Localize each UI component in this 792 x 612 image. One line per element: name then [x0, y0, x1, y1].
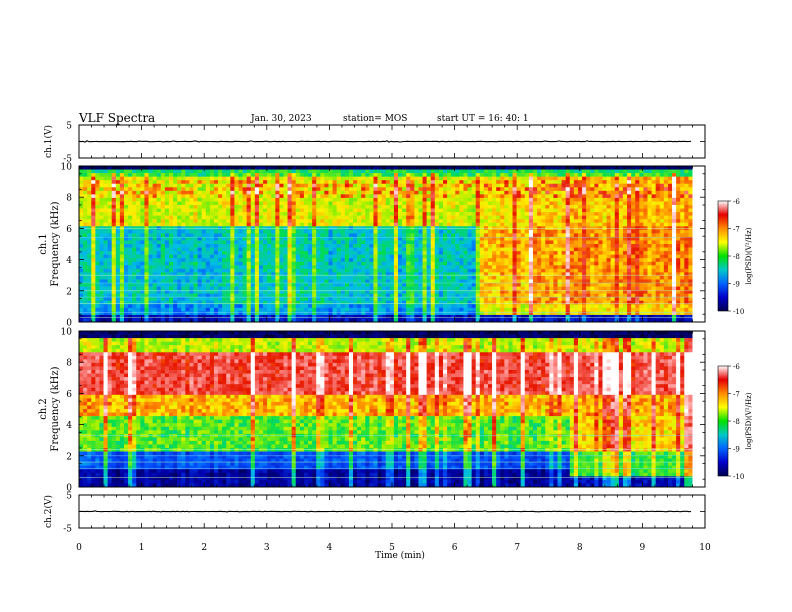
ch2_voltage-trace	[78, 510, 692, 513]
x-tick-label: 10	[699, 543, 711, 553]
ch2_spectrogram-ytick-label: 10	[61, 328, 73, 338]
ch1_spectrogram-channel-label: ch.1	[38, 233, 49, 255]
ch1_spectrogram-ytick-label: 8	[66, 194, 72, 204]
x-tick-label: 9	[640, 543, 646, 553]
x-tick-label: 1	[139, 543, 145, 553]
colorbar-tick-label: -6	[733, 198, 740, 206]
colorbar-tick-label: -10	[733, 473, 744, 481]
ch1_spectrogram-ytick-label: 4	[66, 256, 72, 266]
ch1_spectrogram-ytick-label: 2	[66, 287, 72, 297]
colorbar-label: log(PSD)(V²/Hz)	[745, 227, 753, 284]
ch1_spectrogram-ytick-label: 10	[61, 163, 73, 173]
colorbar-tick-label: -6	[733, 363, 740, 371]
ch2_spectrogram-ytick-label: 2	[66, 452, 72, 462]
ch1_voltage-trace	[78, 140, 692, 143]
ch2_voltage-ytick-label: 5	[66, 492, 72, 502]
ch2_spectrogram-ytick-label: 0	[66, 484, 72, 494]
colorbar-tick-label: -7	[733, 391, 740, 399]
ch1_voltage-ytick-label: 5	[66, 122, 72, 132]
x-tick-label: 2	[201, 543, 207, 553]
date-label: Jan. 30, 2023	[251, 114, 312, 124]
ch2_spectrogram-ytick-label: 8	[66, 359, 72, 369]
colorbar-tick-label: -7	[733, 226, 740, 234]
x-tick-label: 7	[514, 543, 520, 553]
x-tick-label: 0	[76, 543, 82, 553]
ch2_spectrogram-heatmap	[79, 331, 705, 487]
colorbar-2	[717, 365, 729, 477]
x-axis-label: Time (min)	[375, 550, 425, 561]
ch1_voltage-ylabel: ch.1(V)	[43, 125, 54, 158]
ch2_voltage-ytick-label: -5	[63, 525, 72, 535]
ch1_spectrogram-ytick-label: 6	[66, 225, 72, 235]
x-tick-label: 4	[327, 543, 333, 553]
colorbar-tick-label: -9	[733, 281, 740, 289]
colorbar-tick-label: -8	[733, 253, 740, 261]
x-tick-label: 6	[452, 543, 458, 553]
x-tick-label: 5	[389, 543, 395, 553]
x-tick-label: 3	[264, 543, 270, 553]
colorbar-tick-label: -10	[733, 308, 744, 316]
x-tick-label: 8	[577, 543, 583, 553]
start-time-label: start UT = 16: 40: 1	[437, 114, 529, 124]
ch1_spectrogram-ytick-label: 0	[66, 319, 72, 329]
ch2_voltage-ylabel: ch.2(V)	[43, 495, 54, 528]
colorbar-tick-label: -9	[733, 446, 740, 454]
ch2_spectrogram-channel-label: ch.2	[38, 398, 49, 420]
colorbar-1	[717, 200, 729, 312]
ch1_spectrogram-heatmap	[79, 166, 705, 322]
colorbar-label: log(PSD)(V²/Hz)	[745, 392, 753, 449]
ch1_spectrogram-ylabel: Frequency (kHz)	[50, 201, 61, 286]
ch2_spectrogram-ytick-label: 6	[66, 390, 72, 400]
colorbar-tick-label: -8	[733, 418, 740, 426]
ch1_voltage-ytick-label: -5	[63, 155, 72, 165]
ch2_spectrogram-ylabel: Frequency (kHz)	[50, 366, 61, 451]
station-label: station= MOS	[343, 114, 408, 124]
chart-title: VLF Spectra	[79, 111, 156, 125]
ch2_spectrogram-ytick-label: 4	[66, 421, 72, 431]
